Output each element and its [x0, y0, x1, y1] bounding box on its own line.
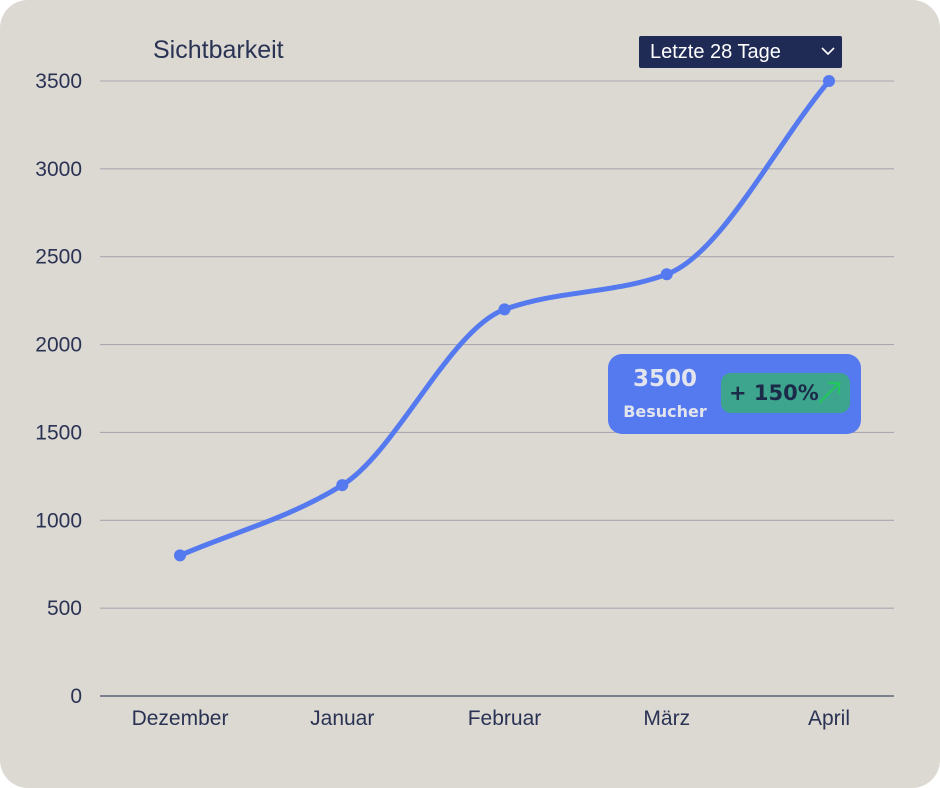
callout-value: 3500 [632, 366, 697, 392]
y-tick-label: 3500 [35, 70, 82, 93]
y-tick-label: 2000 [35, 334, 82, 357]
callout-label: Besucher [623, 402, 707, 421]
x-tick-label: Dezember [132, 707, 229, 730]
trend-up-arrow-icon [818, 381, 841, 404]
data-point [498, 303, 511, 316]
data-point [660, 268, 673, 281]
x-tick-label: Januar [310, 707, 374, 730]
data-point [174, 549, 186, 562]
y-tick-label: 500 [47, 597, 82, 620]
data-point [336, 479, 349, 492]
visitor-callout: 3500 Besucher + 150% [608, 354, 861, 434]
change-badge: + 150% [721, 373, 850, 413]
date-range-dropdown[interactable]: Letzte 28 Tage [639, 36, 842, 68]
y-tick-label: 2500 [35, 246, 82, 269]
x-tick-label: März [643, 707, 690, 730]
data-point [823, 75, 835, 87]
y-tick-label: 0 [70, 685, 82, 708]
change-percent: + 150% [729, 381, 819, 405]
date-range-selected: Letzte 28 Tage [650, 40, 781, 63]
y-tick-label: 3000 [35, 158, 82, 181]
y-tick-label: 1000 [35, 509, 82, 532]
y-tick-label: 1500 [35, 421, 82, 444]
x-tick-label: Februar [468, 707, 542, 730]
chart-title: Sichtbarkeit [153, 36, 284, 64]
chevron-down-icon [821, 47, 835, 56]
series-line [177, 78, 832, 558]
x-tick-label: April [808, 707, 850, 730]
